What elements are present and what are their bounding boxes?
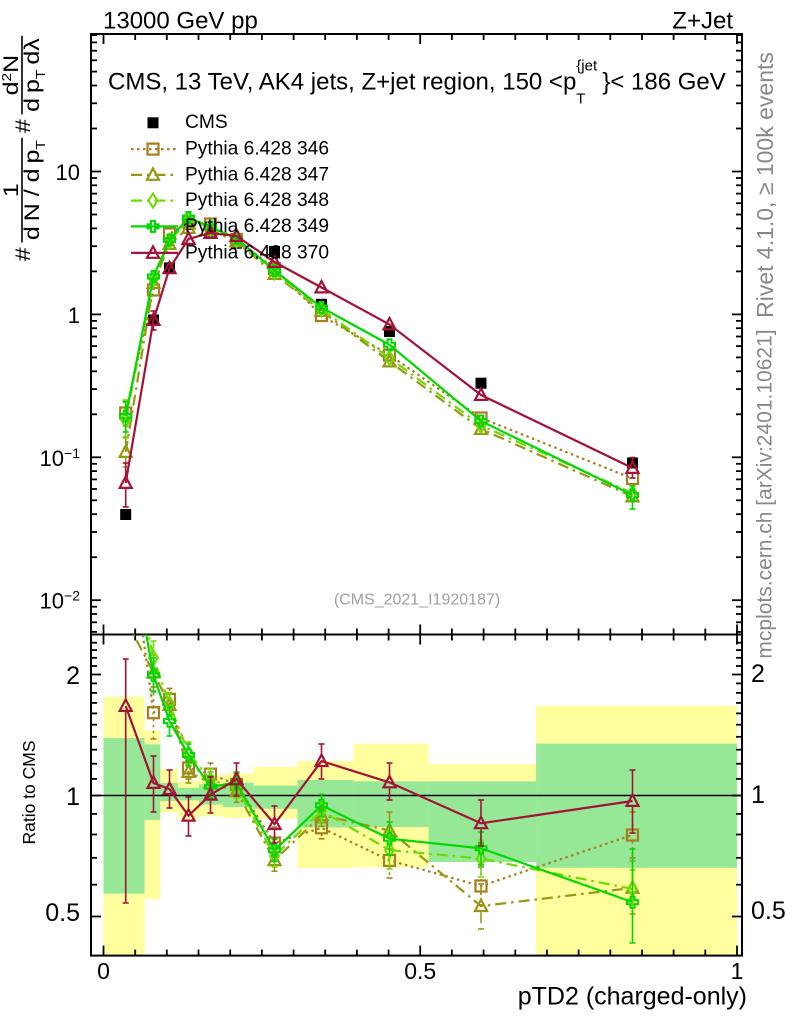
svg-text:1: 1: [68, 303, 80, 328]
svg-text:0: 0: [97, 958, 110, 984]
svg-text:1: 1: [66, 783, 80, 811]
svg-text:#: #: [11, 247, 35, 261]
svg-text:0.5: 0.5: [45, 899, 80, 927]
svg-text:Pythia 6.428 348: Pythia 6.428 348: [185, 190, 329, 211]
svg-text:0.5: 0.5: [404, 958, 436, 984]
svg-text:Pythia 6.428 347: Pythia 6.428 347: [185, 164, 329, 185]
svg-text:Pythia 6.428 370: Pythia 6.428 370: [185, 242, 329, 263]
svg-text:1: 1: [751, 781, 765, 809]
svg-text:Ratio to CMS: Ratio to CMS: [19, 740, 39, 844]
svg-text:13000 GeV pp: 13000 GeV pp: [103, 8, 258, 35]
svg-text:mcplots.cern.ch [arXiv:2401.10: mcplots.cern.ch [arXiv:2401.10621]: [754, 329, 777, 658]
svg-text:#: #: [11, 119, 35, 133]
svg-text:2: 2: [751, 660, 765, 688]
svg-text:Pythia 6.428 346: Pythia 6.428 346: [185, 139, 329, 160]
svg-text:Pythia 6.428 349: Pythia 6.428 349: [185, 216, 329, 237]
svg-text:d2N: d2N: [0, 55, 23, 96]
svg-text:10: 10: [56, 160, 80, 185]
svg-text:(CMS_2021_I1920187): (CMS_2021_I1920187): [334, 592, 500, 609]
svg-text:Rivet 4.1.0, ≥ 100k events: Rivet 4.1.0, ≥ 100k events: [752, 52, 778, 318]
svg-text:0.5: 0.5: [751, 897, 786, 925]
svg-text:CMS: CMS: [185, 112, 228, 133]
svg-text:Z+Jet: Z+Jet: [672, 8, 733, 35]
svg-text:2: 2: [66, 662, 80, 690]
svg-text:1: 1: [731, 958, 744, 984]
svg-text:1: 1: [0, 183, 23, 197]
svg-text:pTD2 (charged-only): pTD2 (charged-only): [518, 983, 747, 1011]
